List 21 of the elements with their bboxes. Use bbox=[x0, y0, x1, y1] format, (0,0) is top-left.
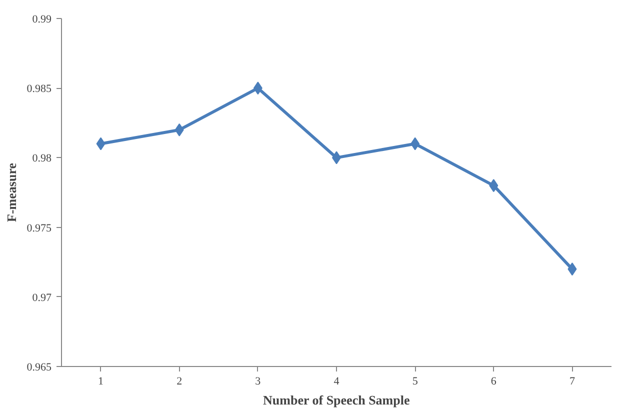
y-tick-label: 0.985 bbox=[26, 83, 52, 96]
y-tick-label: 0.97 bbox=[32, 292, 52, 304]
x-tick-label: 6 bbox=[490, 376, 497, 388]
point bbox=[96, 137, 106, 150]
point bbox=[410, 137, 420, 150]
y-tick-label: 0.965 bbox=[26, 362, 52, 374]
x-tick-label: 1 bbox=[98, 376, 104, 388]
point bbox=[489, 179, 498, 192]
x-tick-label: 2 bbox=[176, 376, 182, 388]
y-tick-label: 0.99 bbox=[32, 14, 52, 26]
x-tick-label: 5 bbox=[412, 376, 418, 388]
point bbox=[568, 262, 577, 276]
x-tick-label: 3 bbox=[255, 376, 262, 388]
x-tick-label: 7 bbox=[569, 376, 576, 388]
y-axis-title: F-measure bbox=[4, 162, 19, 222]
x-tick-label: 4 bbox=[334, 376, 340, 388]
x-axis-title: Number of Speech Sample bbox=[263, 392, 410, 408]
point bbox=[253, 82, 262, 95]
y-tick-label: 0.975 bbox=[26, 222, 52, 234]
point bbox=[174, 123, 184, 136]
y-tick-label: 0.98 bbox=[32, 152, 52, 165]
